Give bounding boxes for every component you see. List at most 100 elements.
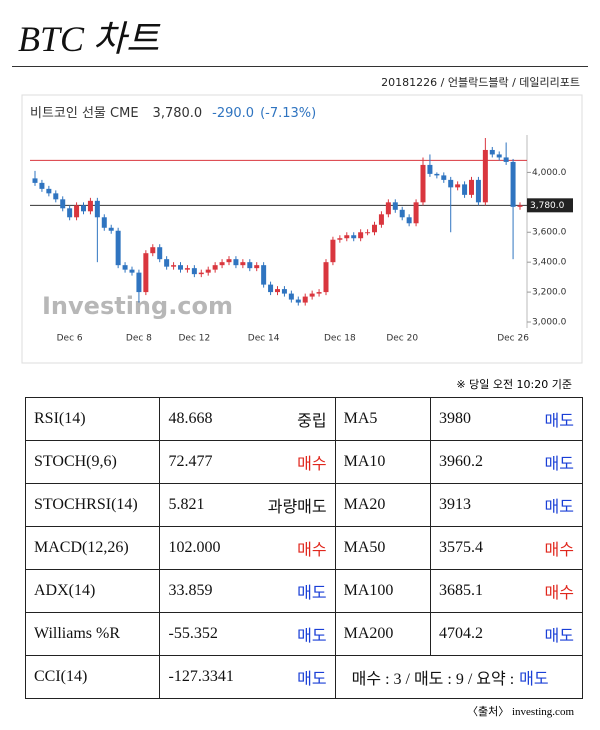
indicator-name: MACD(12,26) <box>24 526 161 570</box>
candle-body <box>157 247 163 260</box>
chart-header-part: (-7.13%) <box>260 106 316 121</box>
ma-value: 3980 <box>429 397 517 441</box>
candle-body <box>323 262 329 293</box>
title-rule <box>12 66 588 67</box>
ma-name: MA50 <box>334 526 431 570</box>
candle-body <box>108 227 114 231</box>
indicator-value: 102.000 <box>159 526 252 570</box>
candle-body <box>288 293 294 300</box>
candle-body <box>378 214 384 225</box>
x-tick-label: Dec 8 <box>126 334 152 344</box>
summary: 매수 : 3 / 매도 : 9 / 요약 : 매도 <box>334 655 584 699</box>
ma-name: MA100 <box>334 569 431 613</box>
ma-signal: 매도 <box>516 612 583 656</box>
chart-header: 비트코인 선물 CME 3,780.0 -290.0 (-7.13%) <box>30 106 316 121</box>
y-tick-label: 3,000.0 <box>532 318 567 328</box>
indicator-value: -55.352 <box>159 612 252 656</box>
candle-body <box>205 269 211 273</box>
candle-body <box>275 289 280 293</box>
x-tick-label: Dec 12 <box>178 334 210 344</box>
indicator-signal: 매도 <box>251 569 336 613</box>
byline: 20181226 / 언블락드블락 / 데일리리포트 <box>381 76 580 89</box>
candle-body <box>81 205 86 212</box>
candle-body <box>101 217 107 228</box>
candle-body <box>482 149 488 203</box>
indicator-value: 48.668 <box>159 397 252 441</box>
candle-body <box>309 293 315 297</box>
candle-body <box>94 200 100 218</box>
candle-body <box>392 202 398 210</box>
ma-signal: 매도 <box>516 440 583 484</box>
x-tick-label: Dec 20 <box>386 334 418 344</box>
candle-body <box>413 202 419 224</box>
indicator-value: 33.859 <box>159 569 252 613</box>
candle-body <box>455 184 461 188</box>
table-row: STOCH(9,6) 72.477 매수 MA10 3960.2 매도 <box>24 440 583 484</box>
candle-body <box>427 164 433 174</box>
ma-value: 4704.2 <box>429 612 517 656</box>
table-row: MACD(12,26) 102.000 매수 MA50 3575.4 매수 <box>24 526 583 570</box>
table-row: CCI(14) -127.3341 매도 매수 : 3 / 매도 : 9 / 요약 :… <box>24 655 584 699</box>
indicator-value: 72.477 <box>159 440 252 484</box>
ma-signal: 매도 <box>516 397 583 441</box>
candle-body <box>496 154 502 158</box>
watermark: Investing.com <box>42 292 233 320</box>
table-row: Williams %R -55.352 매도 MA200 4704.2 매도 <box>24 612 583 656</box>
ma-signal: 매수 <box>516 569 583 613</box>
last-price-label: 3,780.0 <box>530 201 565 211</box>
source: 〈출처〉 investing.com <box>466 706 574 718</box>
indicator-signal: 매수 <box>251 526 336 570</box>
candle-body <box>337 238 343 240</box>
candle-body <box>240 262 246 266</box>
table-row: STOCHRSI(14) 5.821 과량매도 MA20 3913 매도 <box>24 483 583 527</box>
candle-body <box>87 200 93 212</box>
y-tick-label: 3,600.0 <box>532 228 567 238</box>
candle-body <box>406 217 412 224</box>
candle-body <box>358 232 364 239</box>
page-title: BTC 차트 <box>18 19 160 59</box>
candle-body <box>198 272 204 275</box>
candle-body <box>261 265 267 285</box>
indicator-name: STOCHRSI(14) <box>24 483 161 527</box>
candle-body <box>434 173 440 176</box>
note: ※ 당일 오전 10:20 기준 <box>456 378 572 391</box>
candle-body <box>316 292 322 294</box>
indicator-value: 5.821 <box>159 483 252 527</box>
candle-body <box>351 235 357 239</box>
chart: 비트코인 선물 CME 3,780.0 -290.0 (-7.13%) Investin… <box>21 94 583 364</box>
ma-signal: 매도 <box>516 483 583 527</box>
candle-body <box>46 188 52 194</box>
candle-body <box>122 265 128 270</box>
x-tick-label: Dec 14 <box>248 334 280 344</box>
indicator-name: RSI(14) <box>24 397 161 441</box>
candle-body <box>67 208 73 218</box>
candle-body <box>462 184 468 195</box>
chart-header-part: -290.0 <box>212 106 254 121</box>
summary-text: 매수 : 3 / 매도 : 9 / 요약 : <box>351 671 515 688</box>
candle-body <box>469 179 474 195</box>
ma-value: 3913 <box>429 483 517 527</box>
chart-frame <box>21 94 583 364</box>
candle-body <box>219 262 225 266</box>
indicator-signal: 과량매도 <box>251 483 336 527</box>
indicator-signal: 매도 <box>251 655 336 699</box>
candle-body <box>302 296 308 303</box>
candle-body <box>233 259 239 266</box>
candle-body <box>503 157 509 162</box>
candle-body <box>143 253 149 293</box>
indicator-value: -127.3341 <box>159 655 252 699</box>
indicator-signal: 중립 <box>251 397 336 441</box>
candle-body <box>489 149 495 155</box>
candle-body <box>136 272 142 293</box>
candle-body <box>184 268 190 270</box>
table-row: ADX(14) 33.859 매도 MA100 3685.1 매수 <box>24 569 583 613</box>
indicator-name: CCI(14) <box>24 655 161 699</box>
candle-body <box>247 262 253 269</box>
candle-body <box>60 199 66 209</box>
candle-body <box>191 268 197 275</box>
candle-body <box>226 259 232 263</box>
candle-body <box>344 235 350 239</box>
y-tick-label: 4,000.0 <box>532 168 567 178</box>
candle-body <box>268 284 274 293</box>
indicator-signal: 매도 <box>251 612 336 656</box>
